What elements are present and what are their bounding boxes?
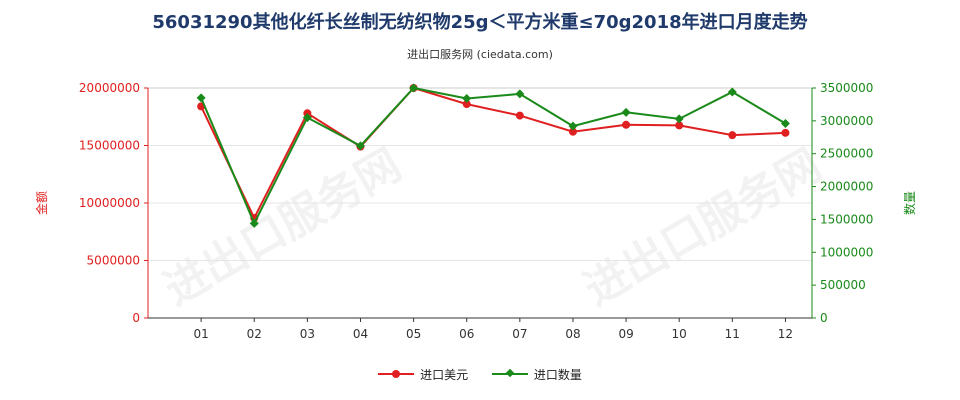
data-point-quantity	[249, 218, 259, 228]
x-axis-tick-label: 07	[512, 327, 527, 341]
x-axis-tick-label: 03	[300, 327, 315, 341]
data-point-quantity	[674, 114, 684, 124]
left-axis-tick-label: 20000000	[79, 81, 140, 95]
right-axis-tick-label: 500000	[820, 278, 866, 292]
data-point-amount	[781, 128, 790, 137]
legend-swatch-quantity	[491, 368, 528, 378]
left-axis-tick-label: 15000000	[79, 139, 140, 153]
data-point-quantity	[462, 94, 472, 104]
left-axis-label: 金额	[34, 191, 49, 215]
x-axis-tick-label: 02	[247, 327, 262, 341]
data-point-quantity	[409, 83, 419, 93]
legend-swatch-amount	[378, 370, 415, 378]
watermark-text: 进出口服务网	[576, 139, 830, 315]
right-axis-tick-label: 2500000	[820, 147, 873, 161]
right-axis-tick-label: 0	[820, 311, 828, 325]
data-point-amount	[462, 100, 471, 109]
data-point-quantity	[727, 87, 737, 97]
data-point-amount	[568, 127, 577, 136]
left-axis-tick-label: 5000000	[87, 254, 140, 268]
legend-label-amount: 进口美元	[420, 367, 469, 382]
series-line-amount	[200, 86, 786, 221]
chart-title: 56031290其他化纤长丝制无纺织物25g＜平方米重≤70g2018年进口月度…	[152, 12, 808, 33]
legend-label-quantity: 进口数量	[533, 367, 582, 382]
axes: 0 5000000 10000000 15000000 20000000 0 500000 1…	[79, 81, 874, 341]
legend-item-quantity[interactable]: 进口数量	[491, 366, 582, 383]
legend: 进口美元 进口数量	[0, 364, 960, 383]
right-axis-tick-label: 2000000	[820, 180, 873, 194]
legend-item-amount[interactable]: 进口美元	[378, 366, 468, 383]
x-axis-tick-label: 08	[565, 327, 580, 341]
right-axis-label: 数量	[902, 191, 917, 215]
x-axis-tick-label: 12	[778, 327, 793, 341]
watermark-layer: 进出口服务网 进出口服务网	[156, 139, 830, 315]
right-axis-tick-label: 3000000	[820, 114, 873, 128]
x-axis-tick-label: 09	[618, 327, 633, 341]
data-point-amount	[622, 120, 631, 129]
x-axis-tick-label: 04	[353, 327, 368, 341]
right-axis-tick-label: 1000000	[820, 245, 873, 259]
right-axis-tick-label: 3500000	[820, 81, 873, 95]
x-axis-tick-label: 05	[406, 327, 421, 341]
series-line-quantity	[200, 86, 786, 226]
x-axis-tick-label: 06	[459, 327, 474, 341]
data-point-quantity	[355, 141, 365, 151]
data-point-amount	[728, 131, 737, 140]
series-layer	[196, 83, 790, 228]
data-point-amount	[675, 121, 684, 130]
right-axis-tick-label: 1500000	[820, 212, 873, 226]
data-point-quantity	[568, 121, 578, 131]
data-point-quantity	[196, 93, 206, 103]
data-point-quantity	[515, 89, 525, 99]
left-axis-tick-label: 10000000	[79, 196, 140, 210]
data-point-amount	[515, 111, 524, 120]
data-point-quantity	[302, 113, 312, 123]
x-axis-tick-label: 10	[672, 327, 687, 341]
chart-subtitle: 进出口服务网 (ciedata.com)	[407, 48, 553, 61]
data-point-quantity	[621, 107, 631, 117]
x-axis-tick-label: 11	[725, 327, 740, 341]
data-point-quantity	[780, 118, 790, 128]
left-axis-tick-label: 0	[132, 311, 140, 325]
x-axis-tick-label: 01	[193, 327, 208, 341]
